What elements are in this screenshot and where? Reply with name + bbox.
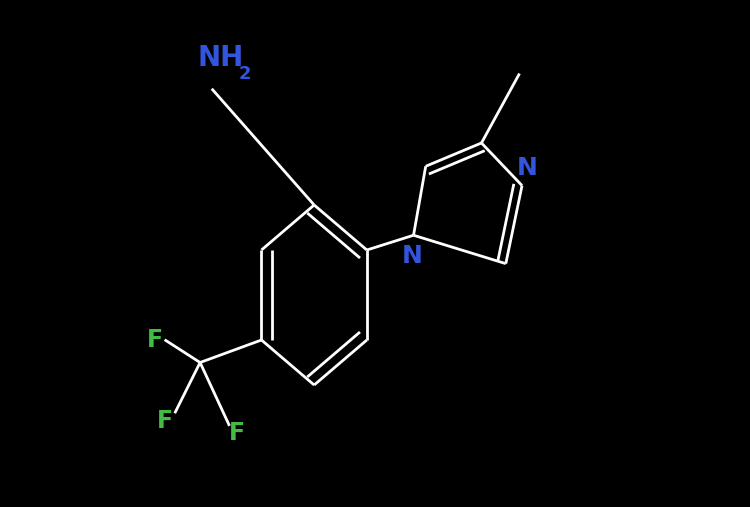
Text: 2: 2 — [239, 64, 251, 83]
Text: F: F — [146, 328, 163, 352]
Text: F: F — [229, 421, 245, 446]
Text: F: F — [157, 409, 172, 433]
Text: N: N — [517, 157, 538, 180]
Text: NH: NH — [197, 44, 244, 73]
Text: N: N — [401, 244, 422, 268]
